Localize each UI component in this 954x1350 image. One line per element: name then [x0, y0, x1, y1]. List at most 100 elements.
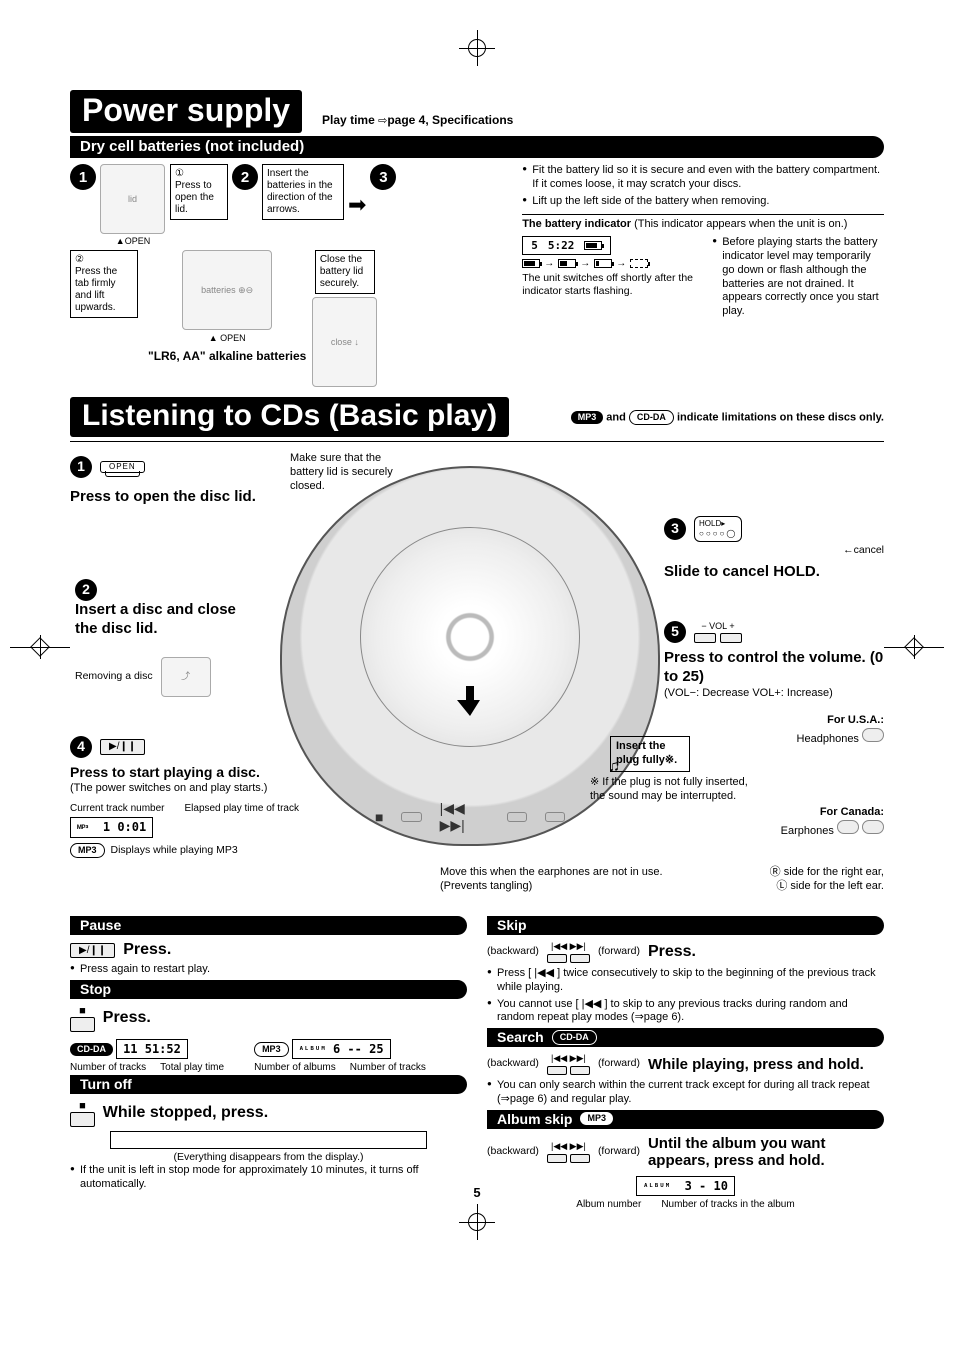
mp3-play-note: Displays while playing MP3: [111, 844, 238, 857]
turnoff-action: ■ While stopped, press.: [70, 1100, 467, 1127]
album-skip-title: Album skip: [497, 1111, 572, 1127]
step3-callout: 3 HOLD▸ ○○○○◯ ←cancel Slide to cancel HO…: [664, 516, 884, 582]
earphone-icon-2: [862, 820, 884, 834]
canada-sub: Earphones: [781, 825, 834, 837]
step4-callout: 4 ▶/❙❙ Press to start playing a disc. (T…: [70, 736, 310, 858]
battery-lcd: 5 5:22: [522, 236, 611, 255]
earphone-icon: [837, 820, 859, 834]
c2-badge: 2: [75, 579, 97, 601]
album-skip-action: (backward) |◀◀ ▶▶| (forward) Until the a…: [487, 1135, 884, 1169]
cancel-label: ←cancel: [664, 544, 884, 557]
arrow-right-icon: ➡: [348, 192, 366, 218]
mp3-badge: MP3: [571, 411, 604, 424]
c4-heading: Press to start playing a disc.: [70, 764, 310, 782]
step1-sub1-text: Press to open the lid.: [175, 180, 214, 215]
player-controls-row: ■ |◀◀ ▶▶|: [375, 800, 565, 834]
circled-1: ①: [175, 168, 184, 179]
album-mp3-badge: MP3: [580, 1112, 613, 1125]
search-buttons[interactable]: [547, 1066, 590, 1075]
search-title: Search: [497, 1029, 544, 1045]
stop-mp3-lcd: ᴬᴸᴮᵁᴹ 6 -- 25: [292, 1039, 391, 1059]
album-skip-buttons[interactable]: [547, 1154, 590, 1163]
indicator-bullet: Before playing starts the battery indica…: [712, 236, 884, 319]
battery-indicator-sub: (This indicator appears when the unit is…: [634, 218, 847, 230]
turnoff-note2: If the unit is left in stop mode for app…: [70, 1164, 467, 1192]
volume-buttons[interactable]: [694, 633, 742, 643]
plug-note: ※ If the plug is not fully inserted, the…: [590, 776, 760, 804]
blank-display: [110, 1131, 427, 1149]
search-action: (backward) |◀◀ ▶▶| (forward) While playi…: [487, 1053, 884, 1075]
pause-press: Press.: [123, 941, 171, 959]
album-skip-bar: Album skip MP3: [487, 1110, 884, 1129]
hold-switch[interactable]: HOLD▸ ○○○○◯: [694, 516, 742, 542]
step3-badge: 3: [370, 164, 396, 190]
listening-title-row: Listening to CDs (Basic play) MP3 and CD…: [70, 397, 884, 437]
turnoff-press: While stopped, press.: [103, 1104, 268, 1122]
skip-back-button[interactable]: [507, 812, 527, 822]
canada-callout: For Canada: Earphones: [724, 806, 884, 839]
album-l1: Album number: [576, 1199, 641, 1210]
search-bar: Search CD-DA: [487, 1028, 884, 1047]
pause-bar: Pause: [70, 916, 467, 935]
stop-cdda-l2: Total play time: [160, 1062, 224, 1073]
open-button-pill[interactable]: OPEN: [100, 461, 145, 473]
stop-cdda-block: CD-DA 11 51:52 Number of tracks Total pl…: [70, 1036, 224, 1073]
page-number: 5: [473, 1185, 480, 1200]
step2-badge: 2: [232, 164, 258, 190]
skip-fwd-label: (forward): [598, 945, 640, 958]
battery-note-1: Fit the battery lid so it is secure and …: [522, 164, 884, 192]
pause-action: ▶/❙❙ Press.: [70, 941, 467, 959]
turnoff-bar: Turn off: [70, 1075, 467, 1094]
dry-cell-bar: Dry cell batteries (not included): [70, 136, 884, 158]
power-supply-title: Power supply: [70, 90, 302, 133]
manual-page: Power supply Play time ⇨page 4, Specific…: [0, 0, 954, 1270]
lbl-elapsed-time: Elapsed play time of track: [184, 803, 299, 814]
play-lcd: ᴹᴾ³ 1 0:01: [70, 817, 153, 838]
l-side-note: Ⓛ side for the left ear.: [776, 880, 884, 892]
listening-title: Listening to CDs (Basic play): [70, 397, 509, 437]
step3-illustration: close ↓: [312, 297, 377, 387]
c5-heading: Press to control the volume. (0 to 25): [664, 649, 884, 687]
stop-icon: ■: [375, 809, 383, 825]
rule: [70, 441, 884, 442]
stop-bar: Stop: [70, 980, 467, 999]
step1-badge: 1: [70, 164, 96, 190]
c3-badge: 3: [664, 518, 686, 540]
album-l2: Number of tracks in the album: [661, 1199, 794, 1210]
stop-mp3-l2: Number of tracks: [350, 1062, 426, 1073]
open-label: ▲OPEN: [100, 236, 166, 246]
turnoff-stop-button[interactable]: [70, 1112, 95, 1127]
headphone-icon: [862, 728, 884, 742]
search-back-label: (backward): [487, 1057, 539, 1070]
stop-press: Press.: [103, 1009, 151, 1027]
stop-mp3-block: MP3 ᴬᴸᴮᵁᴹ 6 -- 25 Number of albums Numbe…: [254, 1036, 426, 1073]
c1-heading: Press to open the disc lid.: [70, 488, 260, 507]
step1-sub1-box: ① Press to open the lid.: [170, 164, 228, 220]
step1-sub2-box: ② Press the tab firmly and lift upwards.: [70, 250, 138, 318]
lcd-time: 5:22: [548, 239, 575, 252]
album-lcd: ᴬᴸᴮᵁᴹ 3 - 10: [636, 1176, 735, 1196]
c4-sub: (The power switches on and play starts.): [70, 782, 310, 796]
disc-limit-note: MP3 and CD-DA indicate limitations on th…: [571, 410, 884, 425]
battery-drain-sequence: → → →: [522, 258, 702, 269]
skip-action: (backward) |◀◀ ▶▶| (forward) Press.: [487, 941, 884, 963]
play-pause-button[interactable]: ▶/❙❙: [100, 739, 145, 756]
cd-player-diagram: ■ |◀◀ ▶▶| ♫ 1 OPEN Press to open the dis…: [70, 446, 884, 906]
skip-fwd-button[interactable]: [545, 812, 565, 822]
album-press: Until the album you want appears, press …: [648, 1135, 884, 1169]
stop-button[interactable]: [401, 812, 421, 822]
removing-disc-label: Removing a disc: [75, 670, 153, 683]
lower-grid: Pause ▶/❙❙ Press. Press again to restart…: [70, 914, 884, 1210]
lcd-track: 5: [531, 239, 538, 252]
r-side-note: Ⓡ side for the right ear,: [770, 866, 884, 878]
canada-label: For Canada:: [820, 806, 884, 818]
step2-box: Insert the batteries in the direction of…: [262, 164, 344, 220]
pause-play-button[interactable]: ▶/❙❙: [70, 943, 115, 958]
step2-callout: 2 Insert a disc and close the disc lid. …: [70, 576, 260, 700]
mp3-outline-badge: MP3: [70, 843, 105, 858]
play-lcd-value: 1 0:01: [103, 820, 146, 834]
open-label-2: ▲ OPEN: [209, 333, 246, 343]
c5-badge: 5: [664, 621, 686, 643]
skip-buttons[interactable]: [547, 954, 590, 963]
stop-button-2[interactable]: [70, 1017, 95, 1032]
